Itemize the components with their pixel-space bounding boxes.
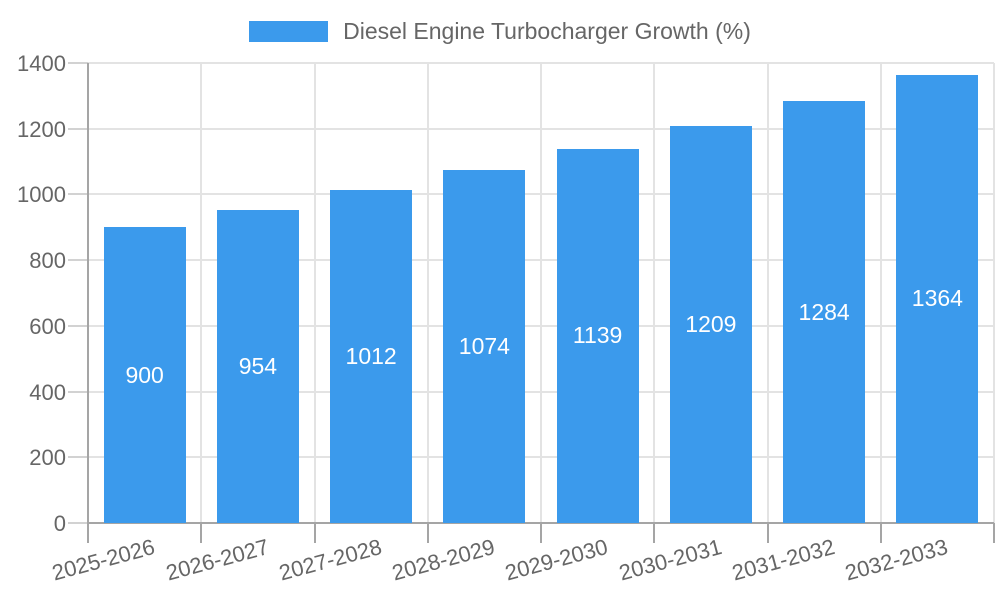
bar-value-label: 1284 [798,298,850,325]
bar[interactable]: 1284 [783,101,866,523]
x-axis-tick-label: 2032-2033 [842,534,951,586]
x-axis-line [88,522,994,524]
x-axis-tick-mark [426,523,429,543]
gridline-vertical [993,63,995,523]
y-axis-line [87,63,89,524]
y-axis-tick-mark [68,390,88,393]
y-axis-tick-label: 1400 [17,51,66,76]
y-axis-tick-label: 1000 [17,182,66,208]
x-axis-tick-mark [653,523,656,543]
bar-value-label: 1364 [911,285,963,312]
x-axis-tick-mark [766,523,769,543]
legend-label: Diesel Engine Turbocharger Growth (%) [343,17,751,44]
x-axis-tick-mark [87,523,89,543]
bar[interactable]: 900 [103,227,186,523]
y-axis-tick-label: 400 [29,379,66,405]
y-axis-tick-mark [68,259,88,262]
gridline-vertical [200,63,203,523]
gridline-vertical [540,63,542,523]
bar[interactable]: 1139 [556,148,639,523]
bar[interactable]: 1209 [669,125,752,523]
y-axis-tick-label: 200 [29,445,66,471]
bar-value-label: 900 [125,361,164,388]
x-axis-tick-mark [879,523,882,543]
x-axis-tick-label: 2030-2031 [615,534,725,586]
gridline-vertical [426,63,429,523]
y-axis-tick-label: 800 [29,248,66,274]
x-axis-tick-mark [540,523,542,543]
y-axis-tick-mark [68,522,88,524]
bar-value-label: 954 [238,352,278,379]
y-axis-tick-mark [68,324,88,327]
x-axis-tick-label: 2029-2030 [502,534,611,586]
bar[interactable]: 1074 [443,170,526,523]
x-axis-tick-label: 2027-2028 [276,534,385,586]
legend-swatch[interactable] [249,20,329,42]
x-axis-tick-label: 2025-2026 [49,534,158,586]
y-axis-tick-mark [68,193,88,196]
gridline-vertical [313,63,316,523]
legend[interactable]: Diesel Engine Turbocharger Growth (%) [0,14,1000,48]
bar-value-label: 1012 [345,343,397,370]
gridline-vertical [653,63,656,523]
bar-value-label: 1139 [572,322,623,349]
bar[interactable]: 954 [216,209,299,523]
y-axis-tick-label: 600 [29,313,66,339]
y-axis-tick-mark [68,456,88,459]
y-axis-tick-label: 1200 [17,116,66,142]
x-axis-tick-label: 2028-2029 [389,534,498,586]
y-axis-tick-mark [68,127,88,130]
y-axis-tick-label: 0 [53,511,66,536]
bar[interactable]: 1364 [896,74,979,523]
x-axis-tick-mark [993,523,995,543]
y-axis-tick-mark [68,62,88,64]
x-axis-tick-mark [200,523,203,543]
bar[interactable]: 1012 [330,190,413,523]
x-axis-tick-mark [313,523,316,543]
gridline-vertical [766,63,769,523]
bar-value-label: 1209 [685,310,737,337]
bar-value-label: 1074 [458,333,510,360]
x-axis-tick-label: 2026-2027 [162,534,272,586]
gridline-vertical [879,63,882,523]
x-axis-tick-label: 2031-2032 [729,534,838,586]
